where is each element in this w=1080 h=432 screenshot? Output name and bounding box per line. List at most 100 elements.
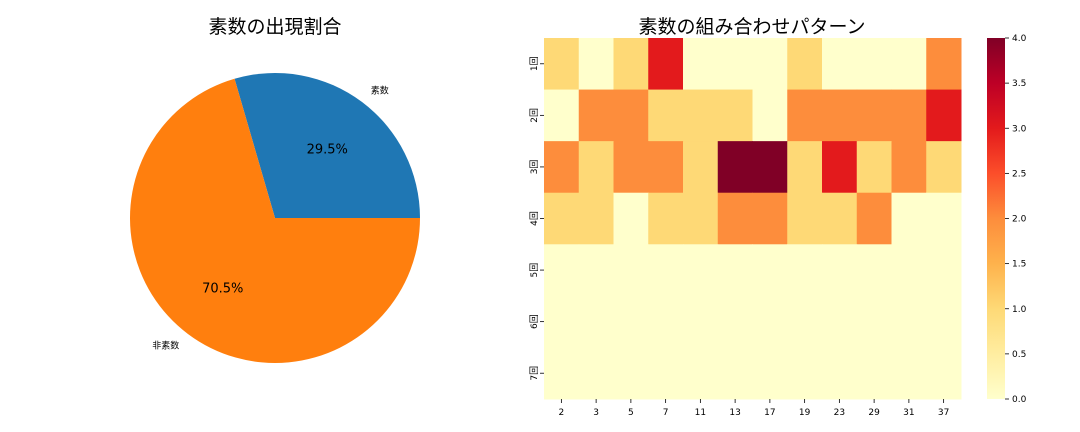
heatmap-cell: [613, 244, 649, 297]
heatmap-cell: [578, 347, 614, 400]
colorbar-tick-label: 1.5: [1012, 260, 1026, 270]
heatmap-cell: [544, 192, 580, 245]
heatmap-cell: [683, 89, 719, 142]
heatmap-cell: [717, 89, 753, 142]
heatmap-cell: [683, 141, 719, 194]
heatmap-cell: [926, 38, 962, 91]
heatmap-cell: [683, 38, 719, 91]
x-tick-label: 29: [868, 408, 880, 418]
heatmap-cell: [752, 347, 788, 400]
heatmap-cell: [856, 141, 892, 194]
x-tick-label: 7: [663, 408, 669, 418]
heatmap-cell: [926, 89, 962, 142]
heatmap-cell: [752, 192, 788, 245]
x-tick-label: 17: [764, 408, 775, 418]
heatmap-cell: [613, 347, 649, 400]
heatmap-cell: [891, 192, 927, 245]
pie-chart: 29.5% 素数 70.5% 非素数: [129, 73, 420, 363]
heatmap-cell: [822, 192, 858, 245]
y-tick-label: 4回: [529, 211, 540, 226]
heatmap-cell: [752, 295, 788, 348]
x-tick-label: 13: [729, 408, 740, 418]
heatmap-cell: [648, 244, 684, 297]
heatmap-cell: [578, 89, 614, 142]
heatmap-cell: [856, 89, 892, 142]
heatmap-cell: [717, 38, 753, 91]
heatmap-cell: [891, 347, 927, 400]
pie-slice-0: [234, 73, 420, 219]
heatmap-cell: [926, 244, 962, 297]
heatmap-cell: [926, 347, 962, 400]
heatmap-cell: [648, 38, 684, 91]
pie-category-label: 素数: [371, 84, 389, 96]
heatmap-cell: [856, 192, 892, 245]
y-tick-label: 6回: [529, 314, 540, 329]
heatmap-cell: [752, 89, 788, 142]
heatmap-cell: [822, 244, 858, 297]
heatmap-cell: [544, 141, 580, 194]
heatmap-cell: [891, 295, 927, 348]
heatmap-cell: [613, 38, 649, 91]
heatmap-cell: [648, 347, 684, 400]
x-tick-label: 37: [938, 408, 949, 418]
heatmap-cell: [613, 295, 649, 348]
heatmap-cell: [717, 347, 753, 400]
heatmap-cell: [822, 38, 858, 91]
x-tick-label: 19: [799, 408, 811, 418]
heatmap-cell: [752, 244, 788, 297]
heatmap-cell: [648, 295, 684, 348]
heatmap-cell: [544, 347, 580, 400]
heatmap-cell: [822, 89, 858, 142]
y-tick-label: 3回: [529, 160, 540, 175]
x-tick-label: 23: [834, 408, 845, 418]
heatmap-cell: [787, 38, 823, 91]
heatmap-cell: [926, 192, 962, 245]
heatmap-cell: [787, 244, 823, 297]
heatmap-cell: [683, 295, 719, 348]
heatmap-cell: [891, 38, 927, 91]
heatmap-cell: [578, 295, 614, 348]
heatmap-cell: [544, 295, 580, 348]
heatmap-cell: [822, 141, 858, 194]
pie-pct-label: 29.5%: [307, 142, 348, 157]
heatmap-cell: [544, 38, 580, 91]
x-tick-label: 31: [903, 408, 914, 418]
x-tick-label: 11: [695, 408, 706, 418]
heatmap-cell: [856, 295, 892, 348]
y-tick-label: 2回: [529, 108, 540, 123]
colorbar-tick-label: 3.5: [1012, 79, 1026, 89]
y-tick-label: 7回: [529, 366, 540, 381]
pie-chart-title: 素数の出現割合: [208, 16, 342, 38]
heatmap-cell: [648, 192, 684, 245]
heatmap-cell: [578, 244, 614, 297]
heatmap-cell: [578, 38, 614, 91]
heatmap-cell: [787, 192, 823, 245]
heatmap-cell: [787, 141, 823, 194]
pie-pct-label: 70.5%: [202, 282, 243, 297]
heatmap-cell: [752, 38, 788, 91]
heatmap-cell: [891, 141, 927, 194]
heatmap-cell: [787, 347, 823, 400]
heatmap-cell: [822, 295, 858, 348]
y-tick-label: 5回: [529, 263, 540, 278]
colorbar-tick-label: 0.5: [1012, 350, 1026, 360]
heatmap-cell: [648, 89, 684, 142]
heatmap-cell: [544, 89, 580, 142]
heatmap-cell: [787, 89, 823, 142]
colorbar-tick-label: 2.0: [1012, 215, 1027, 225]
heatmap-cell: [822, 347, 858, 400]
heatmap-cell: [717, 192, 753, 245]
x-tick-label: 2: [559, 408, 565, 418]
heatmap-cell: [717, 141, 753, 194]
heatmap-cell: [578, 141, 614, 194]
heatmap-cell: [717, 295, 753, 348]
y-tick-label: 1回: [529, 56, 540, 71]
pie-slice-1: [129, 78, 420, 363]
pie-category-label: 非素数: [152, 340, 179, 352]
colorbar: 0.0 0.5 1.0 1.5 2.0 2.5 3.0 3.5 4.0: [987, 34, 1027, 405]
colorbar-tick-label: 0.0: [1012, 395, 1027, 405]
heatmap-cell: [578, 192, 614, 245]
colorbar-tick-label: 3.0: [1012, 124, 1027, 134]
